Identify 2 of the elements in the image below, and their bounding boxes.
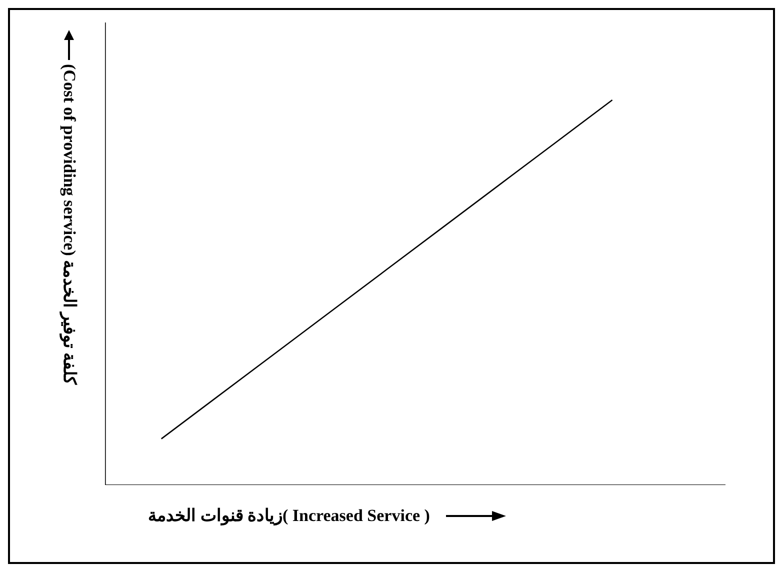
y-axis-title: (Cost of providing service) كلفة توفير الخدمة — [59, 64, 80, 385]
x-axis-title: زيادة قنوات الخدمة( Increased Service ) — [148, 505, 430, 526]
